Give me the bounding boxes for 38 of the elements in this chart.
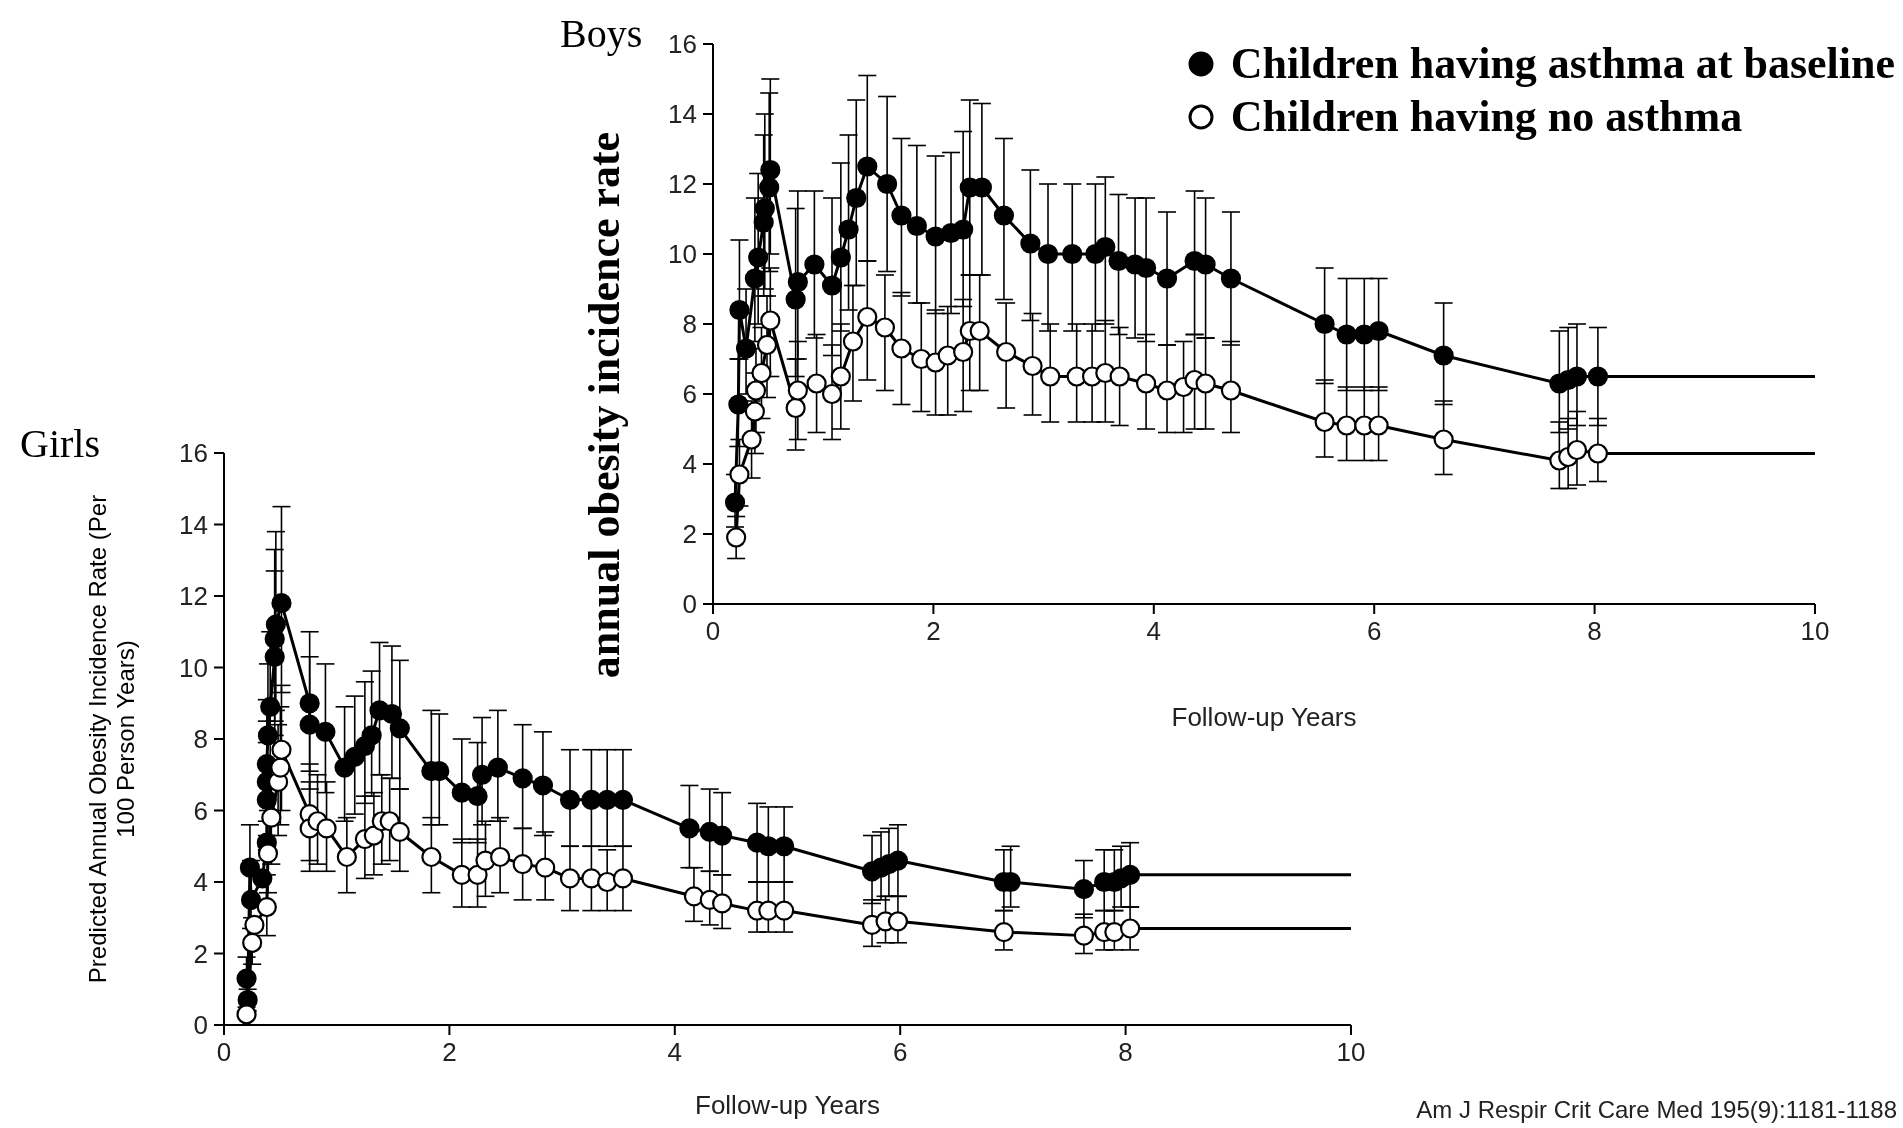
x-tick-label: 4	[1146, 616, 1162, 647]
y-tick-label: 16	[179, 438, 208, 469]
y-tick-label: 6	[682, 379, 697, 410]
x-tick-label: 0	[705, 616, 721, 647]
x-tick-label: 10	[1336, 1037, 1366, 1068]
y-axis-title: Predicted Annual Obesity Incidence Rate (Per 100 Person Years)	[84, 493, 140, 986]
x-axis-title: Follow-up Years	[695, 1090, 880, 1120]
x-axis-title: Follow-up Years	[1171, 702, 1357, 732]
x-tick-label: 6	[1366, 616, 1382, 647]
y-tick-label: 2	[682, 519, 697, 550]
y-tick-label: 10	[668, 239, 697, 270]
y-tick-label: 8	[682, 309, 697, 340]
y-tick-label: 4	[193, 867, 208, 898]
y-tick-label: 12	[179, 581, 208, 612]
chart-title: Boys	[560, 10, 643, 57]
x-tick-label: 6	[892, 1037, 908, 1068]
y-tick-label: 6	[193, 795, 208, 826]
legend-label: Children having no asthma	[1230, 90, 1743, 143]
y-tick-label: 0	[193, 1010, 208, 1041]
x-tick-label: 0	[216, 1037, 232, 1068]
text: Am J Respir Crit Care Med 195(9):1181-1188	[1416, 1096, 1897, 1124]
x-tick-label: 8	[1587, 616, 1602, 647]
legend-label: Children having asthma at baseline	[1230, 38, 1895, 90]
y-tick-label: 0	[682, 589, 697, 620]
y-tick-label: 8	[193, 724, 208, 755]
y-tick-label: 12	[668, 169, 697, 200]
y-tick-label: 2	[193, 938, 208, 969]
x-tick-label: 2	[926, 616, 941, 647]
x-tick-label: 8	[1118, 1037, 1133, 1068]
chart-title: Girls	[20, 420, 100, 467]
x-tick-label: 10	[1800, 616, 1830, 647]
y-tick-label: 16	[668, 29, 697, 60]
x-tick-label: 2	[442, 1037, 457, 1068]
y-tick-label: 4	[682, 449, 697, 480]
y-tick-label: 10	[179, 652, 208, 683]
y-tick-label: 14	[668, 99, 697, 130]
y-tick-label: 14	[179, 509, 208, 540]
y-axis-title: annual obesity incidence rate	[579, 130, 630, 681]
